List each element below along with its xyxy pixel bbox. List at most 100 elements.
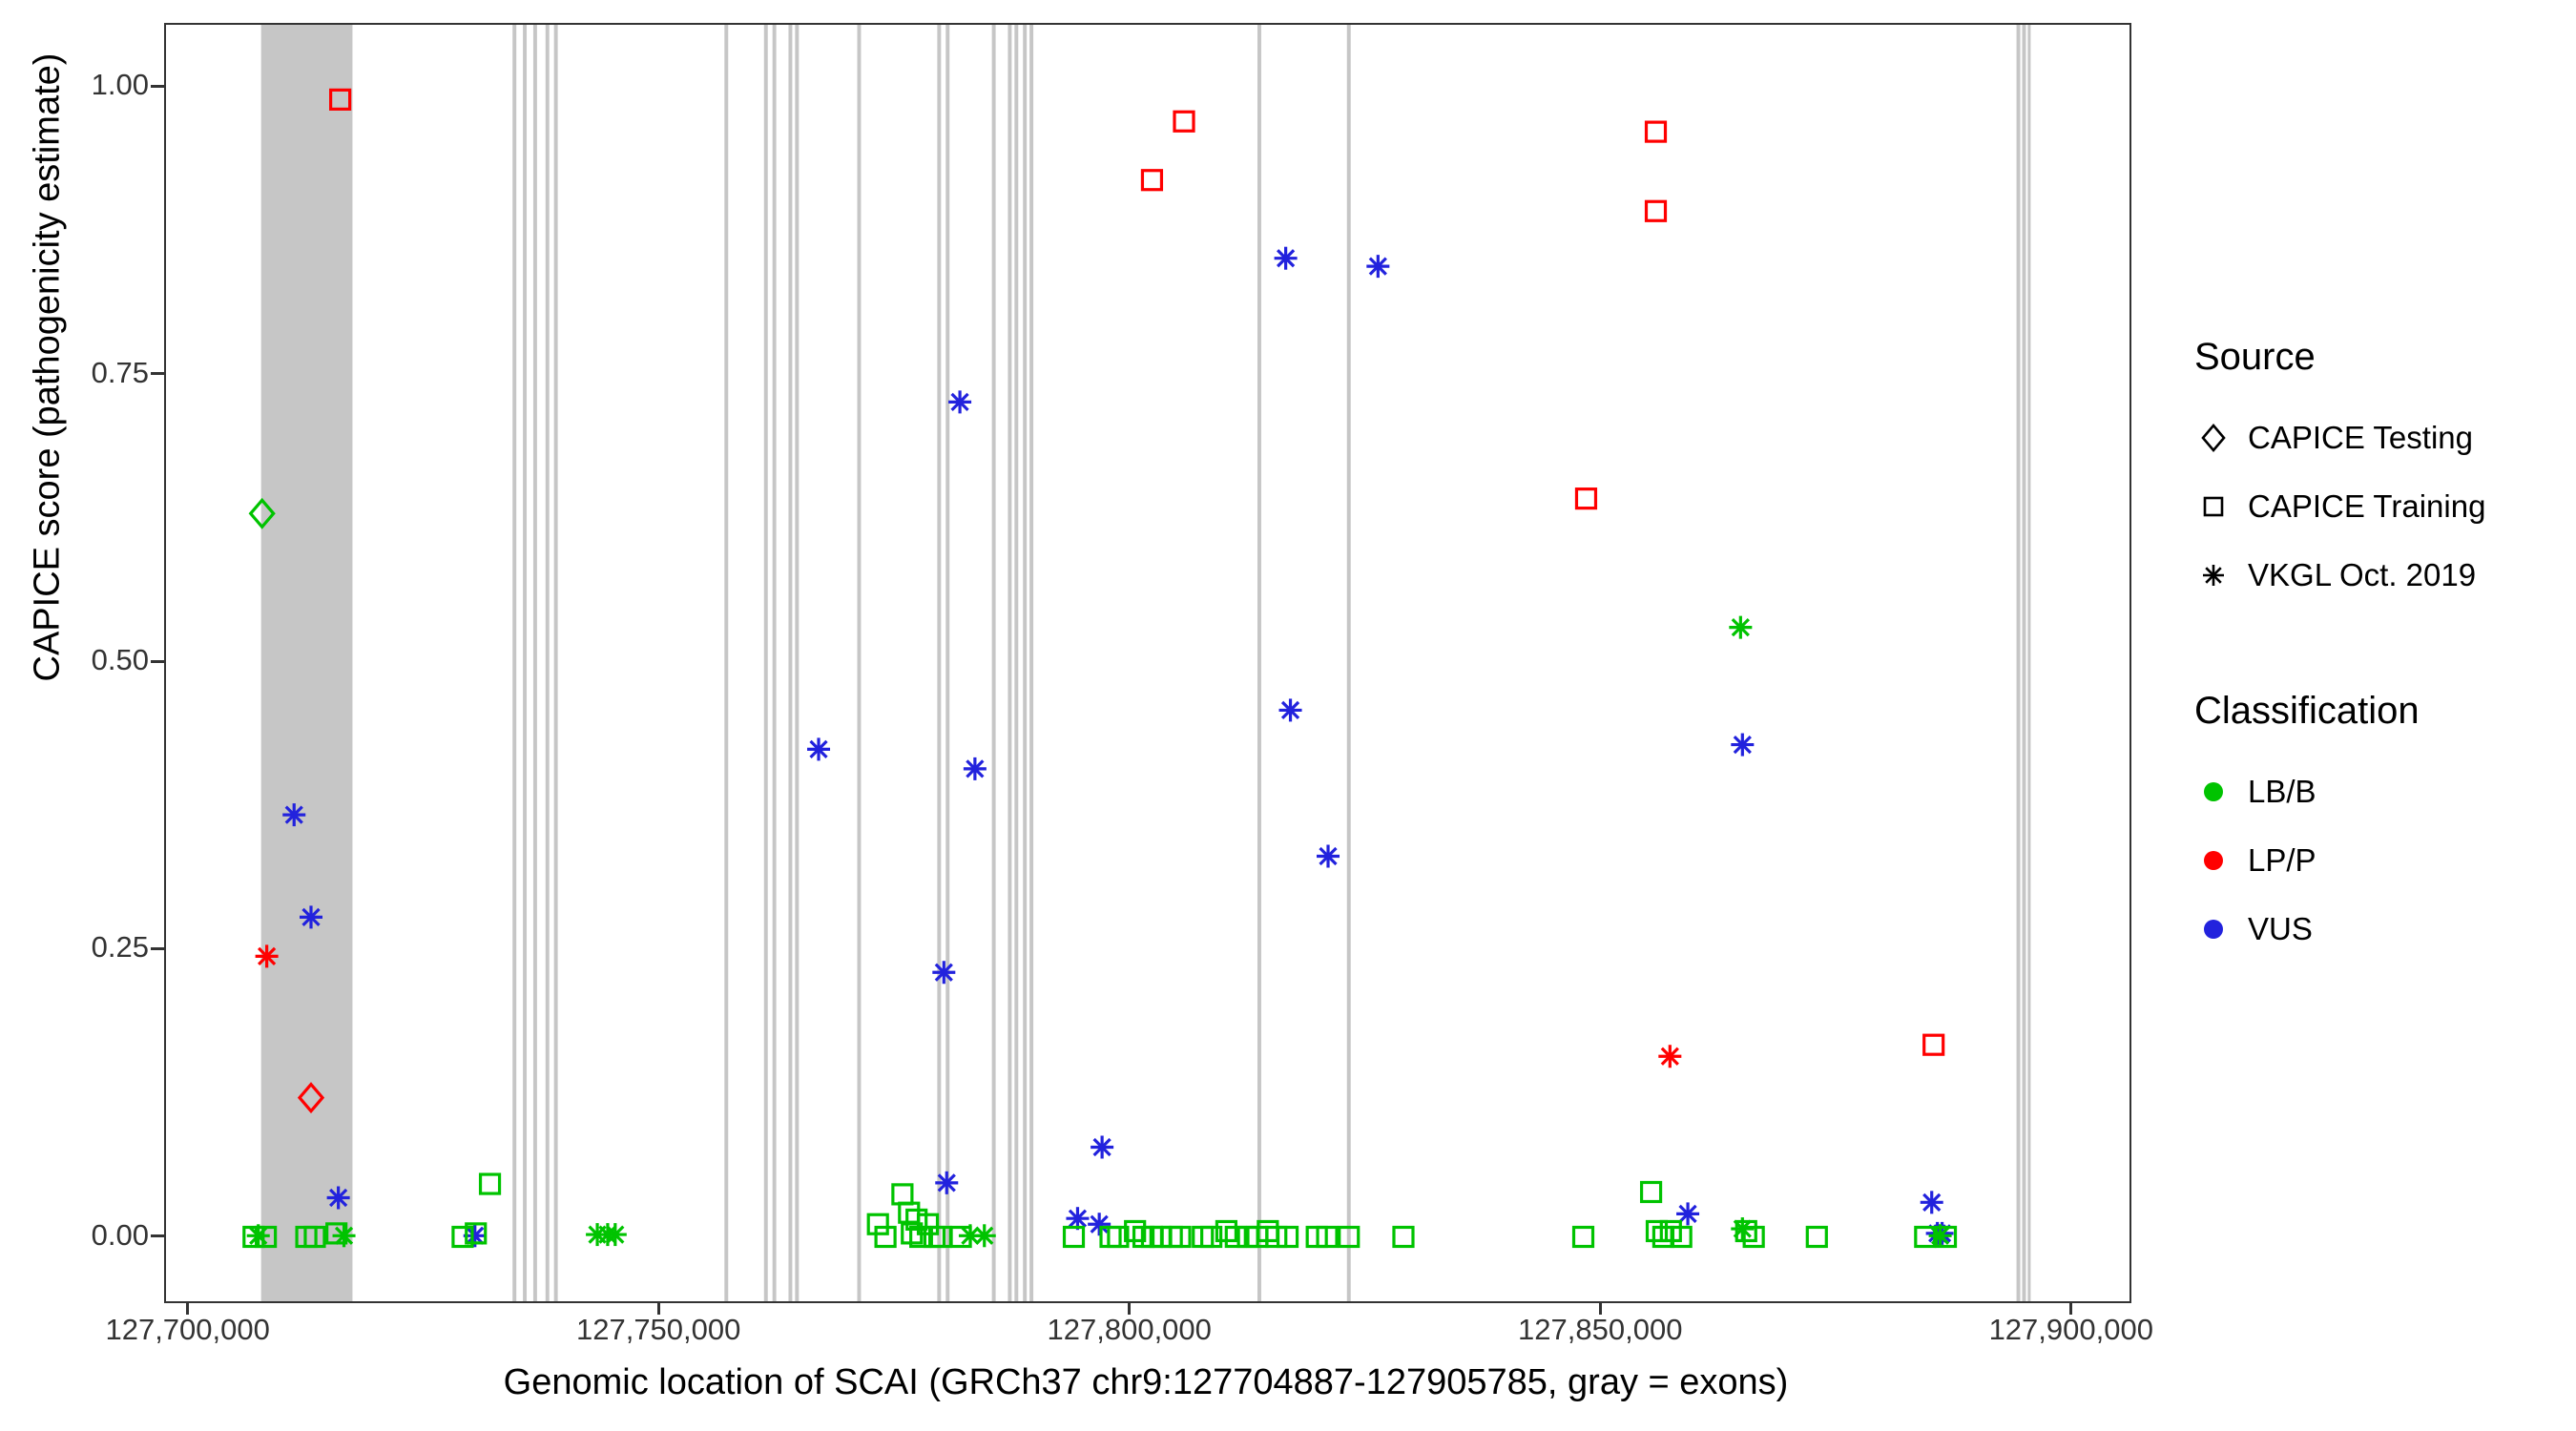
y-tick-mark [151,1234,164,1238]
data-point-square [866,1213,889,1235]
data-point-asterisk [972,1224,996,1248]
legend-item-label: LB/B [2248,774,2316,809]
x-tick-label: 127,700,000 [105,1313,270,1346]
legend-item-label: VKGL Oct. 2019 [2248,557,2477,592]
x-tick-mark [656,1301,660,1315]
x-tick-label: 127,900,000 [1988,1313,2153,1346]
legend-item: CAPICE Testing [2194,404,2566,472]
legend-glyph [2194,773,2233,811]
legend-glyph [2194,841,2233,880]
data-point-square [1644,120,1668,143]
exon-region [523,25,528,1301]
legend-items-classification: LB/B LP/P VUS [2194,757,2566,964]
data-point-square [1265,1225,1288,1249]
legend-item: LP/P [2194,826,2566,895]
data-point-asterisk [1091,1135,1114,1159]
legend-diamond-icon [2201,423,2226,453]
exon-region [991,25,996,1301]
x-tick-label: 127,800,000 [1047,1313,1212,1346]
exon-region [545,25,550,1301]
y-tick-label: 0.75 [91,355,149,389]
x-tick-mark [1128,1301,1132,1315]
y-tick-label: 0.00 [91,1217,149,1252]
legend-asterisk-icon [2203,565,2224,586]
exon-region [1014,25,1019,1301]
data-point-square [905,1208,928,1232]
data-point-square [1670,1225,1693,1249]
data-point-square [898,1201,921,1224]
data-point-square [1140,169,1164,192]
x-axis-title: Genomic location of SCAI (GRCh37 chr9:12… [503,1362,1789,1402]
y-tick-mark [151,659,164,663]
x-tick-label: 127,750,000 [575,1313,741,1346]
exon-region [937,25,942,1301]
exon-region [795,25,800,1301]
legend-glyph [2194,487,2233,526]
data-point-square [1934,1225,1958,1249]
data-point-square [1805,1225,1828,1249]
y-tick-mark [151,946,164,950]
data-point-square [1574,487,1598,510]
y-tick-mark [151,84,164,88]
y-tick-label: 0.25 [91,930,149,964]
legend-title-classification: Classification [2194,690,2420,732]
exon-region [1008,25,1012,1301]
legend-item: CAPICE Training [2194,472,2566,541]
legend-glyph [2194,556,2233,594]
data-point-asterisk [1729,615,1753,639]
data-point-square [1914,1225,1937,1249]
y-tick-label: 0.50 [91,643,149,676]
exon-region [1257,25,1261,1301]
data-point-square [1392,1225,1415,1249]
legend-item-label: VUS [2248,911,2313,946]
data-point-asterisk [807,737,831,761]
data-point-asterisk [300,905,323,929]
data-point-square [255,1225,278,1249]
legend-glyph [2194,419,2233,457]
exon-region [763,25,768,1301]
data-point-square [1224,1225,1247,1249]
data-point-asterisk [255,944,279,968]
data-point-square [451,1225,474,1249]
x-tick-mark [186,1301,190,1315]
exon-region [1023,25,1028,1301]
exon-region [2027,25,2031,1301]
legend-item: VKGL Oct. 2019 [2194,541,2566,610]
legend-item: LB/B [2194,757,2566,826]
data-point-square [478,1172,502,1195]
data-point-square [949,1225,972,1249]
data-point-asterisk [963,757,987,780]
data-point-square [242,1225,265,1249]
data-point-square [923,1225,946,1249]
data-point-asterisk [1317,844,1340,868]
exon-region [1346,25,1351,1301]
data-point-square [891,1183,914,1206]
legend-item-label: CAPICE Training [2248,488,2486,524]
exon-region [788,25,793,1301]
scatter-plot [242,25,2031,1301]
legend: Source CAPICE Testing CAPICE Training VKGL… [2194,336,2566,964]
exon-region [512,25,517,1301]
data-point-square [329,88,352,111]
exon-region [857,25,862,1301]
data-point-square [1922,1033,1945,1056]
data-point-diamond [248,497,276,529]
data-point-asterisk [1731,733,1755,757]
x-tick-mark [1598,1301,1602,1315]
plot-panel [164,23,2131,1303]
exon-region [532,25,537,1301]
data-point-square [1652,1225,1675,1249]
legend-item-label: LP/P [2248,842,2316,878]
data-point-square [1644,199,1668,222]
exon-region [553,25,558,1301]
data-point-asterisk [1088,1213,1111,1236]
legend-item-label: CAPICE Testing [2248,420,2473,455]
data-point-asterisk [1658,1045,1682,1068]
data-point-asterisk [1278,698,1302,722]
data-point-square [1173,110,1195,133]
data-point-square [1107,1225,1130,1249]
data-point-square [1639,1180,1663,1204]
legend-group-source: Source CAPICE Testing CAPICE Training VKGL… [2194,336,2566,610]
x-tick-label: 127,850,000 [1518,1313,1683,1346]
